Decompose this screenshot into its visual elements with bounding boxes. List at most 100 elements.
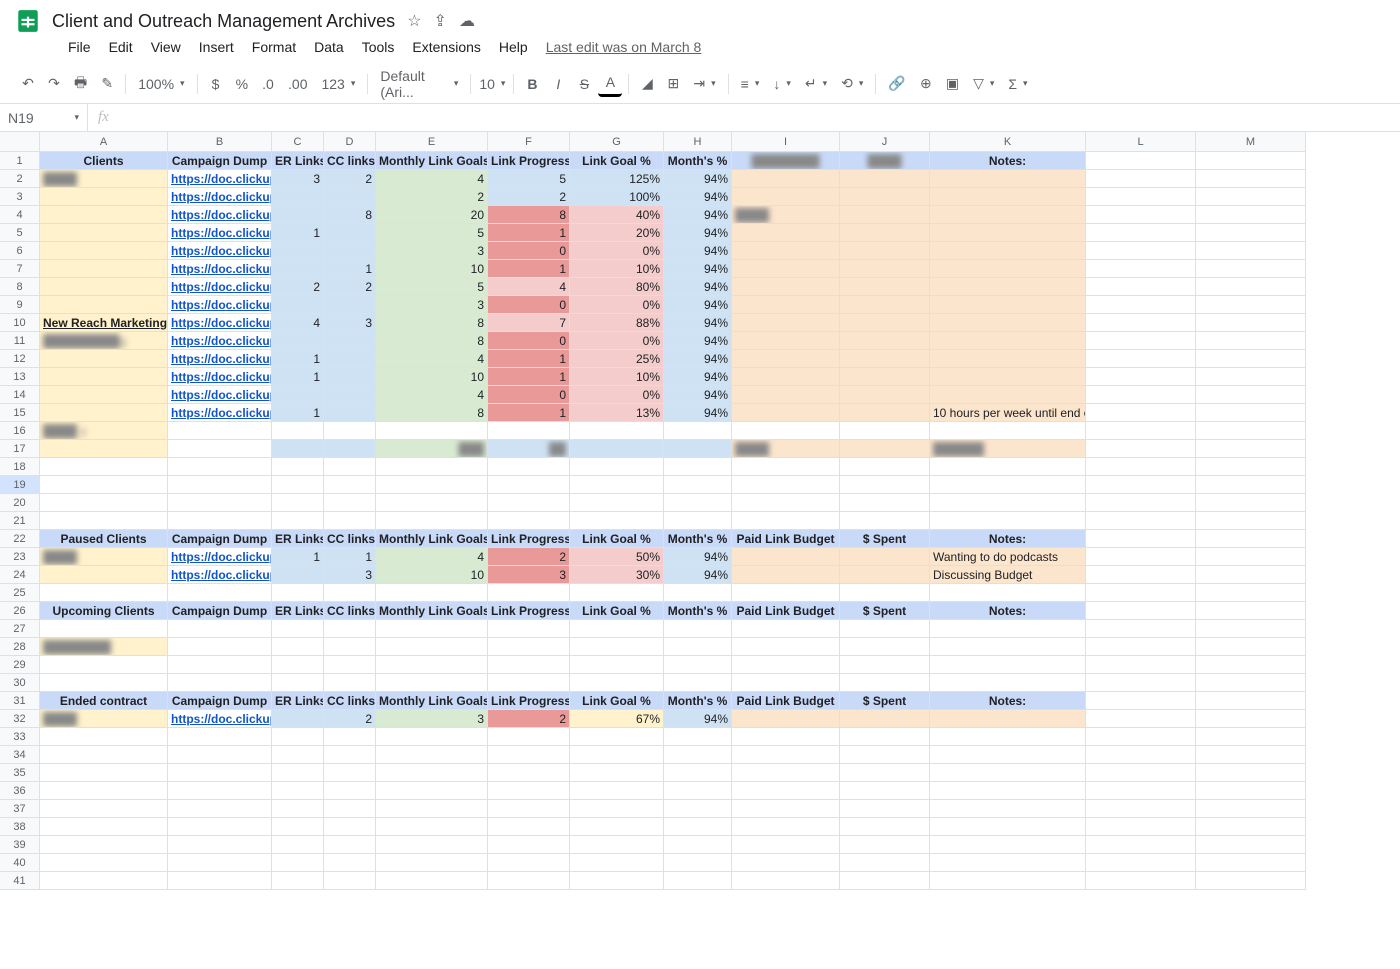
cell[interactable] — [1086, 314, 1196, 332]
cell[interactable] — [1086, 260, 1196, 278]
budget[interactable] — [732, 566, 840, 584]
month-pct[interactable]: 94% — [664, 278, 732, 296]
row-header[interactable]: 3 — [0, 188, 40, 206]
col-header[interactable]: Link Progress — [488, 530, 570, 548]
cell[interactable] — [1196, 710, 1306, 728]
col-header[interactable]: Link Goal % — [570, 530, 664, 548]
col-header[interactable]: Link Goal % — [570, 602, 664, 620]
month-pct[interactable]: 94% — [664, 350, 732, 368]
monthly-goals[interactable]: 10 — [376, 368, 488, 386]
column-header[interactable]: F — [488, 132, 570, 152]
cell[interactable] — [664, 800, 732, 818]
cell[interactable] — [840, 872, 930, 890]
cell[interactable] — [930, 818, 1086, 836]
cell[interactable] — [376, 836, 488, 854]
cell[interactable] — [570, 458, 664, 476]
monthly-goals[interactable]: 4 — [376, 350, 488, 368]
budget[interactable] — [732, 260, 840, 278]
cell[interactable] — [324, 458, 376, 476]
cell[interactable] — [376, 818, 488, 836]
cell[interactable] — [1086, 494, 1196, 512]
menu-format[interactable]: Format — [244, 35, 304, 59]
cell[interactable] — [488, 764, 570, 782]
cell[interactable] — [570, 818, 664, 836]
cell[interactable] — [376, 494, 488, 512]
row-header[interactable]: 4 — [0, 206, 40, 224]
cell[interactable] — [1086, 584, 1196, 602]
notes[interactable] — [930, 242, 1086, 260]
col-header[interactable]: Link Progress — [488, 152, 570, 170]
cell[interactable] — [168, 836, 272, 854]
goal-pct[interactable]: 67% — [570, 710, 664, 728]
cell[interactable] — [376, 728, 488, 746]
row-header[interactable]: 38 — [0, 818, 40, 836]
cc-links[interactable] — [324, 242, 376, 260]
campaign-link[interactable]: https://doc.clickup — [168, 368, 272, 386]
monthly-goals[interactable]: 5 — [376, 224, 488, 242]
cell[interactable] — [1196, 548, 1306, 566]
client-name[interactable]: ████████ — [40, 638, 168, 656]
cell[interactable] — [664, 674, 732, 692]
cell[interactable] — [930, 764, 1086, 782]
column-header[interactable]: M — [1196, 132, 1306, 152]
cell[interactable] — [1196, 188, 1306, 206]
formula-input[interactable] — [119, 104, 1400, 131]
cell[interactable] — [570, 674, 664, 692]
col-header[interactable]: ████████ — [732, 152, 840, 170]
col-header[interactable]: CC links — [324, 530, 376, 548]
cell[interactable] — [376, 512, 488, 530]
spent[interactable] — [840, 404, 930, 422]
cell[interactable] — [732, 458, 840, 476]
column-header[interactable]: J — [840, 132, 930, 152]
monthly-goals[interactable]: 3 — [376, 242, 488, 260]
cell[interactable] — [1086, 566, 1196, 584]
row-header[interactable]: 14 — [0, 386, 40, 404]
er-links[interactable] — [272, 332, 324, 350]
cell[interactable] — [570, 638, 664, 656]
cell[interactable] — [840, 782, 930, 800]
goal-pct[interactable]: 13% — [570, 404, 664, 422]
fontsize-dropdown[interactable]: 10 — [477, 74, 507, 94]
col-header[interactable]: ER Links — [272, 530, 324, 548]
month-pct[interactable]: 94% — [664, 188, 732, 206]
cell[interactable] — [376, 638, 488, 656]
increase-decimal-button[interactable]: .00 — [282, 72, 313, 96]
link-button[interactable]: 🔗 — [882, 71, 911, 96]
col-header[interactable]: ████ — [840, 152, 930, 170]
link-progress[interactable]: 0 — [488, 242, 570, 260]
notes[interactable] — [930, 260, 1086, 278]
cell[interactable] — [40, 674, 168, 692]
cell[interactable] — [930, 836, 1086, 854]
col-header[interactable]: ER Links — [272, 602, 324, 620]
cell[interactable] — [664, 872, 732, 890]
er-links[interactable]: 1 — [272, 350, 324, 368]
cell[interactable] — [1086, 656, 1196, 674]
cell[interactable] — [40, 782, 168, 800]
link-progress[interactable]: 1 — [488, 260, 570, 278]
cell[interactable] — [376, 782, 488, 800]
cell[interactable] — [732, 674, 840, 692]
cell[interactable] — [1196, 800, 1306, 818]
col-header[interactable]: Monthly Link Goals — [376, 152, 488, 170]
cell[interactable] — [1086, 206, 1196, 224]
cell[interactable] — [1196, 602, 1306, 620]
notes[interactable]: 10 hours per week until end o — [930, 404, 1086, 422]
cell[interactable] — [840, 638, 930, 656]
cell[interactable] — [488, 746, 570, 764]
budget[interactable] — [732, 296, 840, 314]
col-header[interactable]: Monthly Link Goals — [376, 530, 488, 548]
link-progress[interactable]: 0 — [488, 386, 570, 404]
cell[interactable] — [168, 620, 272, 638]
campaign-link[interactable]: https://doc.clickup — [168, 332, 272, 350]
spent[interactable] — [840, 260, 930, 278]
er-links[interactable]: 1 — [272, 224, 324, 242]
client-name[interactable] — [40, 386, 168, 404]
er-links[interactable] — [272, 260, 324, 278]
campaign-link[interactable]: https://doc.clickup — [168, 278, 272, 296]
rotate-button[interactable]: ⟲ — [835, 73, 869, 94]
col-header[interactable]: CC links — [324, 602, 376, 620]
cell[interactable] — [1196, 692, 1306, 710]
row-header[interactable]: 35 — [0, 764, 40, 782]
cell[interactable] — [1086, 530, 1196, 548]
monthly-goals[interactable]: 8 — [376, 404, 488, 422]
